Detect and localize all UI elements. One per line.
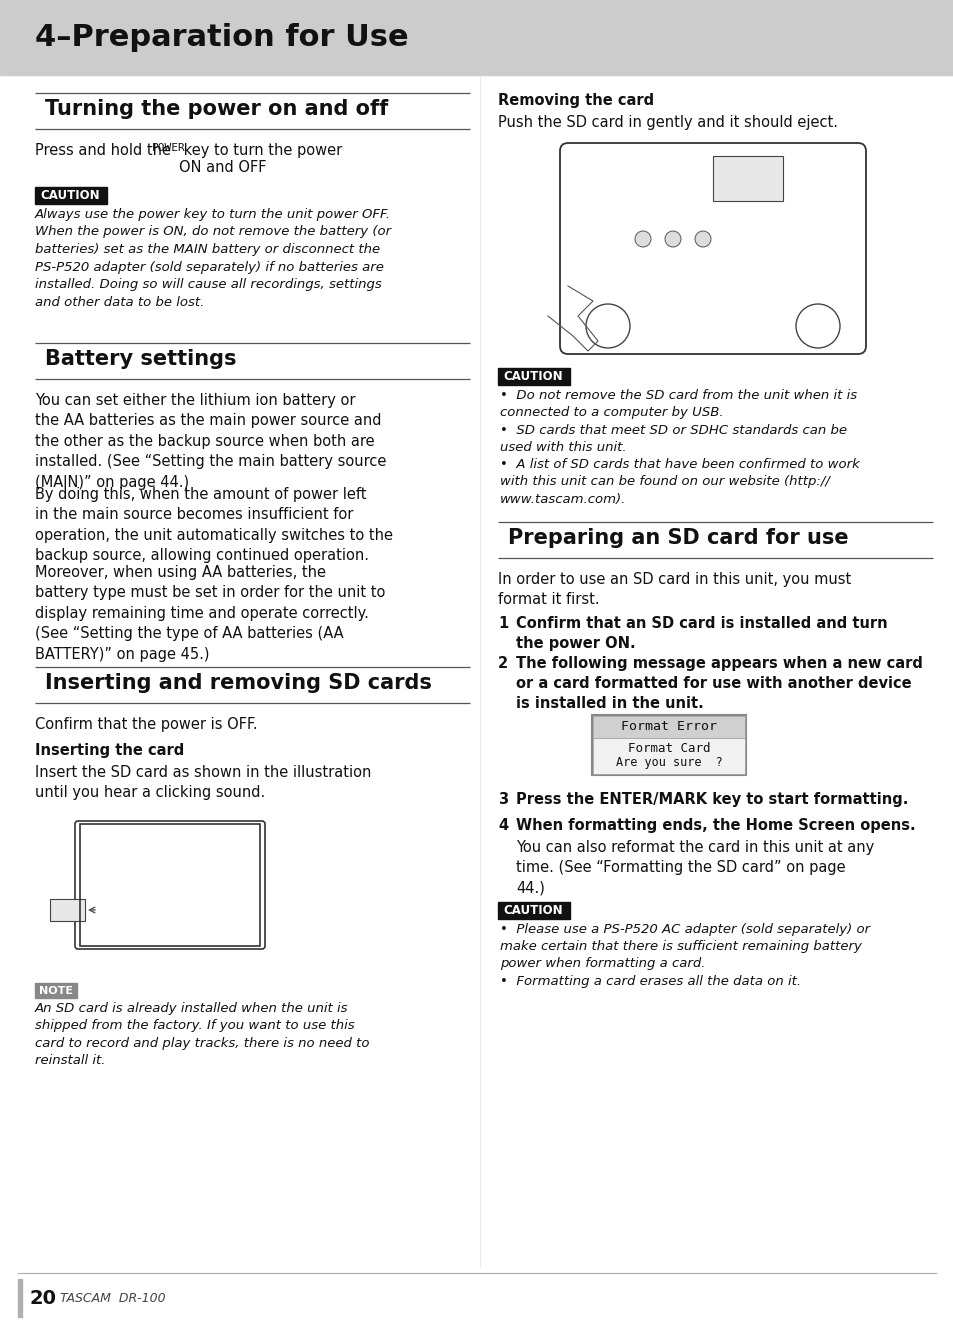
Bar [18, 1279, 22, 1318]
Text: Turning the power on and off: Turning the power on and off [45, 99, 388, 119]
Bar [80, 824, 260, 947]
Text: 20: 20 [30, 1288, 57, 1307]
Bar [592, 714, 745, 774]
Text: TASCAM  DR-100: TASCAM DR-100 [60, 1291, 166, 1304]
Text: NOTE: NOTE [39, 985, 73, 996]
Text: Press the ENTER/MARK key to start formatting.: Press the ENTER/MARK key to start format… [516, 792, 907, 806]
Bar [35, 983, 77, 999]
Text: •  A list of SD cards that have been confirmed to work
with this unit can be fou: • A list of SD cards that have been conf… [499, 458, 859, 506]
Text: Battery settings: Battery settings [45, 348, 236, 368]
Text: You can also reformat the card in this unit at any
time. (See “Formatting the SD: You can also reformat the card in this u… [516, 840, 873, 896]
Text: An SD card is already installed when the unit is
shipped from the factory. If yo: An SD card is already installed when the… [35, 1003, 369, 1068]
Text: Are you sure  ?: Are you sure ? [615, 756, 721, 769]
Text: Format Card: Format Card [627, 742, 709, 756]
Text: Insert the SD card as shown in the illustration
until you hear a clicking sound.: Insert the SD card as shown in the illus… [35, 765, 371, 801]
Text: POWER: POWER [152, 143, 186, 154]
Text: •  SD cards that meet SD or SDHC standards can be
used with this unit.: • SD cards that meet SD or SDHC standard… [499, 423, 846, 454]
Text: You can set either the lithium ion battery or
the AA batteries as the main power: You can set either the lithium ion batte… [35, 392, 386, 490]
Circle shape [695, 231, 710, 247]
Text: Always use the power key to turn the unit power OFF.
When the power is ON, do no: Always use the power key to turn the uni… [35, 208, 391, 308]
Text: When formatting ends, the Home Screen opens.: When formatting ends, the Home Screen op… [516, 817, 915, 833]
Bar [593, 738, 744, 773]
Bar [497, 901, 569, 918]
Bar [712, 156, 782, 202]
Circle shape [664, 231, 680, 247]
Text: key to turn the power
ON and OFF: key to turn the power ON and OFF [179, 143, 342, 175]
Text: Preparing an SD card for use: Preparing an SD card for use [507, 527, 848, 547]
Text: Confirm that an SD card is installed and turn
the power ON.: Confirm that an SD card is installed and… [516, 615, 886, 651]
Bar [593, 716, 744, 738]
Text: Inserting the card: Inserting the card [35, 744, 184, 758]
Text: •  Formatting a card erases all the data on it.: • Formatting a card erases all the data … [499, 975, 801, 988]
Text: Format Error: Format Error [620, 720, 717, 733]
Text: CAUTION: CAUTION [502, 370, 562, 383]
Text: By doing this, when the amount of power left
in the main source becomes insuffic: By doing this, when the amount of power … [35, 487, 393, 563]
Text: Confirm that the power is OFF.: Confirm that the power is OFF. [35, 717, 257, 732]
Text: •  Please use a PS-P520 AC adapter (sold separately) or
make certain that there : • Please use a PS-P520 AC adapter (sold … [499, 922, 869, 971]
Text: Moreover, when using AA batteries, the
battery type must be set in order for the: Moreover, when using AA batteries, the b… [35, 565, 385, 662]
Text: Removing the card: Removing the card [497, 93, 654, 108]
Text: Press and hold the: Press and hold the [35, 143, 175, 158]
Text: CAUTION: CAUTION [40, 190, 99, 202]
Bar [0, 0, 953, 75]
Text: •  Do not remove the SD card from the unit when it is
connected to a computer by: • Do not remove the SD card from the uni… [499, 388, 856, 419]
Text: In order to use an SD card in this unit, you must
format it first.: In order to use an SD card in this unit,… [497, 571, 850, 607]
Text: Push the SD card in gently and it should eject.: Push the SD card in gently and it should… [497, 115, 837, 129]
Text: 4: 4 [497, 817, 508, 833]
Text: 3: 3 [497, 792, 508, 806]
Text: Inserting and removing SD cards: Inserting and removing SD cards [45, 673, 432, 693]
Bar [497, 368, 569, 384]
Text: CAUTION: CAUTION [502, 904, 562, 917]
Text: The following message appears when a new card
or a card formatted for use with a: The following message appears when a new… [516, 655, 922, 712]
Text: 2: 2 [497, 655, 508, 670]
Circle shape [635, 231, 650, 247]
Text: 4–Preparation for Use: 4–Preparation for Use [35, 23, 408, 52]
Bar [35, 187, 107, 204]
Text: 1: 1 [497, 615, 508, 630]
Bar [50, 898, 85, 921]
